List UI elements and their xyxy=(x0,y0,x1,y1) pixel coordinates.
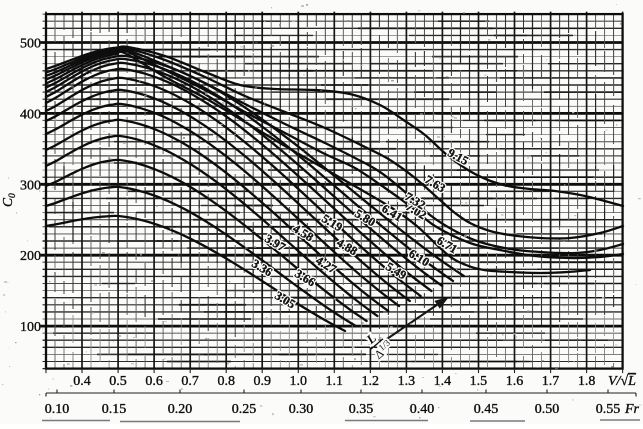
svg-text:1.4: 1.4 xyxy=(434,374,452,389)
svg-text:200: 200 xyxy=(20,249,41,264)
svg-text:400: 400 xyxy=(20,107,41,122)
svg-text:0.7: 0.7 xyxy=(181,374,199,389)
svg-text:0.35: 0.35 xyxy=(349,402,374,417)
svg-text:0.9: 0.9 xyxy=(253,374,271,389)
svg-text:1.1: 1.1 xyxy=(326,374,344,389)
svg-text:0.8: 0.8 xyxy=(217,374,235,389)
svg-text:1.5: 1.5 xyxy=(470,374,488,389)
svg-text:0.15: 0.15 xyxy=(102,402,127,417)
svg-text:0.30: 0.30 xyxy=(289,402,314,417)
svg-text:1.7: 1.7 xyxy=(542,374,560,389)
svg-text:500: 500 xyxy=(20,37,41,52)
svg-text:0.50: 0.50 xyxy=(535,402,560,417)
svg-text:0.25: 0.25 xyxy=(232,402,257,417)
svg-text:0.4: 0.4 xyxy=(73,374,91,389)
svg-text:0.20: 0.20 xyxy=(168,402,193,417)
svg-text:0.40: 0.40 xyxy=(410,402,435,417)
svg-text:0.45: 0.45 xyxy=(474,402,499,417)
svg-text:300: 300 xyxy=(20,178,41,193)
svg-text:Fr: Fr xyxy=(624,402,640,417)
svg-text:1.8: 1.8 xyxy=(578,374,596,389)
svg-text:1.2: 1.2 xyxy=(362,374,380,389)
svg-text:1.3: 1.3 xyxy=(398,374,416,389)
svg-text:0.10: 0.10 xyxy=(45,402,70,417)
svg-text:0.5: 0.5 xyxy=(109,374,127,389)
svg-text:0.6: 0.6 xyxy=(145,374,163,389)
svg-text:100: 100 xyxy=(20,320,41,335)
svg-text:1.0: 1.0 xyxy=(289,374,307,389)
svg-text:0.55: 0.55 xyxy=(596,402,621,417)
svg-text:V/√L: V/√L xyxy=(608,374,636,389)
svg-text:1.6: 1.6 xyxy=(506,374,524,389)
